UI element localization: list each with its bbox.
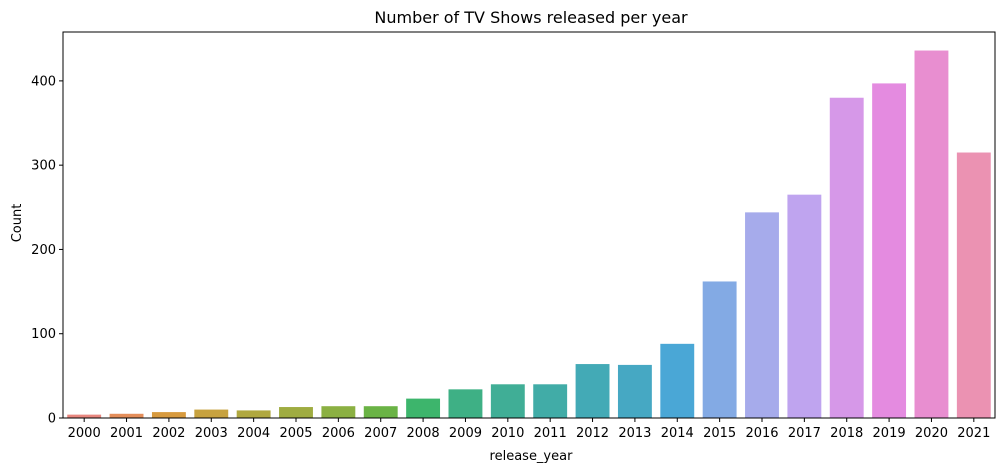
bar-2011 xyxy=(533,384,568,418)
bar-2017 xyxy=(787,194,822,418)
x-tick-label: 2017 xyxy=(788,426,821,441)
bar-2014 xyxy=(660,343,695,418)
plot-frame xyxy=(62,31,996,419)
bar-2000 xyxy=(67,414,102,418)
y-tick-label: 400 xyxy=(31,74,56,89)
bar-2004 xyxy=(236,410,271,418)
bar-2007 xyxy=(363,406,398,418)
bar-2013 xyxy=(617,364,652,418)
x-tick-label: 2014 xyxy=(661,426,694,441)
x-tick-label: 2002 xyxy=(152,426,185,441)
x-tick-label: 2000 xyxy=(68,426,101,441)
bar-2008 xyxy=(406,398,441,418)
x-tick-label: 2011 xyxy=(534,426,567,441)
x-axis-title: release_year xyxy=(490,449,574,464)
bars-group xyxy=(67,50,991,419)
x-axis: 2000 2001 2002 2003 2004 2005 2006 2007 2008 2009… xyxy=(68,418,990,441)
bar-2012 xyxy=(575,364,610,418)
x-tick-label: 2012 xyxy=(576,426,609,441)
y-tick-label: 300 xyxy=(31,159,56,174)
chart-title: Number of TV Shows released per year xyxy=(374,8,688,27)
bar-2020 xyxy=(914,50,949,419)
x-tick-label: 2016 xyxy=(745,426,778,441)
x-tick-label: 2013 xyxy=(618,426,651,441)
x-tick-label: 2021 xyxy=(957,426,990,441)
bar-2002 xyxy=(151,412,186,418)
x-tick-label: 2004 xyxy=(237,426,270,441)
y-tick-label: 100 xyxy=(31,327,56,342)
bar-2005 xyxy=(279,407,313,418)
bar-2018 xyxy=(829,97,864,419)
x-tick-label: 2019 xyxy=(873,426,906,441)
bar-2016 xyxy=(745,212,779,418)
bar-2003 xyxy=(194,409,229,418)
y-axis: 0 100 200 300 400 xyxy=(31,74,63,427)
bar-2009 xyxy=(448,389,483,418)
bar-2001 xyxy=(109,413,144,418)
bar-2006 xyxy=(321,406,356,418)
x-tick-label: 2007 xyxy=(364,426,397,441)
y-axis-title: Count xyxy=(10,204,25,243)
y-tick-label: 200 xyxy=(31,243,56,258)
x-tick-label: 2010 xyxy=(491,426,524,441)
x-tick-label: 2003 xyxy=(195,426,228,441)
x-tick-label: 2009 xyxy=(449,426,482,441)
x-tick-label: 2008 xyxy=(407,426,440,441)
x-tick-label: 2015 xyxy=(703,426,736,441)
x-tick-label: 2005 xyxy=(279,426,312,441)
bar-2021 xyxy=(956,152,991,418)
x-tick-label: 2018 xyxy=(830,426,863,441)
bar-2010 xyxy=(490,384,525,418)
bar-2015 xyxy=(702,281,737,418)
y-tick-label: 0 xyxy=(48,412,56,427)
bar-2019 xyxy=(872,83,907,419)
x-tick-label: 2006 xyxy=(322,426,355,441)
x-tick-label: 2020 xyxy=(915,426,948,441)
x-tick-label: 2001 xyxy=(110,426,143,441)
